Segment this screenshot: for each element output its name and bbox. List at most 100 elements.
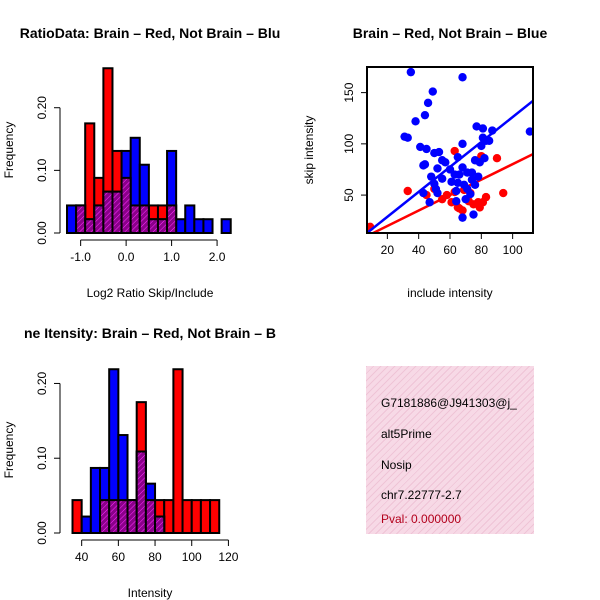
ratio-histogram-x-tick-label: 0.0 — [118, 250, 135, 264]
ratio-histogram-bar-overlap — [93, 204, 105, 234]
intensity-scatter-point-blue — [458, 163, 467, 172]
intensity-scatter-point-red — [492, 153, 502, 163]
intensity-scatter-point-blue — [411, 117, 420, 126]
intensity-scatter-point-blue — [467, 175, 477, 184]
intensity-scatter-point-blue — [472, 122, 481, 131]
ratio-histogram-xlabel: Log2 Ratio Skip/Include — [87, 286, 214, 300]
ratio-histogram-bar-blue — [175, 218, 187, 235]
intensity-scatter-point-blue — [433, 188, 442, 198]
intensity-histogram-y-tick-label: 0.00 — [35, 521, 49, 545]
intensity-scatter-plot-area — [367, 67, 533, 233]
ratio-histogram-bar-red — [84, 122, 96, 234]
gene-name: Nosip — [381, 458, 412, 472]
intensity-scatter-point-blue — [434, 147, 444, 157]
intensity-histogram-y-tick-label: 0.10 — [35, 446, 49, 470]
ratio-histogram-bar-blue — [202, 218, 214, 235]
genomic-location: chr7.22777-2.7 — [381, 488, 462, 502]
intensity-scatter-point-blue — [469, 210, 478, 219]
intensity-scatter-point-blue — [452, 197, 461, 206]
ratio-histogram-x-tick-label: -1.0 — [70, 250, 91, 264]
ratio-histogram-bar-overlap — [129, 204, 141, 234]
intensity-scatter-point-red — [403, 186, 412, 196]
ratio-histogram-x-tick-label: 2.0 — [209, 250, 226, 264]
ratio-histogram-y-tick-label: 0.10 — [35, 158, 49, 182]
ratio-histogram-bar-overlap — [84, 218, 96, 235]
intensity-scatter-point-blue — [455, 170, 464, 179]
intensity-scatter-point-blue — [452, 186, 461, 196]
intensity-histogram-bar-red — [209, 499, 221, 534]
intensity-histogram-bar-overlap — [144, 499, 157, 534]
ratio-histogram-y-tick-label: 0.20 — [35, 96, 49, 120]
ratio-histogram-bar-overlap — [111, 190, 123, 234]
intensity-scatter-point-blue — [467, 168, 477, 177]
event-type: alt5Prime — [381, 427, 432, 441]
intensity-histogram-bar-overlap — [154, 515, 166, 535]
ratio-histogram-bar-blue — [193, 218, 205, 235]
intensity-scatter-point-blue — [433, 164, 442, 173]
intensity-histogram-bar-blue — [80, 515, 92, 535]
ratio-histogram-bar-overlap — [102, 190, 114, 234]
intensity-scatter-y-tick-label: 150 — [342, 82, 356, 102]
intensity-histogram-title: ne Itensity: Brain – Red, Not Brain – B — [24, 325, 276, 341]
intensity-scatter-frame — [366, 66, 534, 234]
intensity-scatter-point-blue — [525, 127, 533, 136]
ratio-histogram-bar-blue — [66, 204, 78, 234]
intensity-histogram-bar-blue — [89, 466, 102, 535]
intensity-scatter-point-blue — [453, 178, 463, 187]
intensity-histogram-xlabel: Intensity — [128, 586, 173, 600]
intensity-scatter-x-tick-label: 40 — [412, 243, 426, 257]
intensity-scatter-point-blue — [403, 133, 412, 142]
ratio-histogram-title: RatioData: Brain – Red, Not Brain – Blu — [20, 25, 281, 41]
ratio-histogram: RatioData: Brain – Red, Not Brain – Blu … — [2, 25, 280, 300]
intensity-histogram-bar-overlap — [99, 499, 111, 534]
info-panel: G7181886@J941303@j_ alt5Prime Nosip chr7… — [366, 366, 534, 534]
intensity-scatter-point-blue — [458, 73, 467, 82]
intensity-histogram-bar-red — [71, 499, 83, 534]
intensity-scatter-point-blue — [458, 213, 467, 222]
intensity-scatter-point-blue — [447, 177, 456, 186]
ratio-histogram-x-tick-label: 1.0 — [163, 250, 180, 264]
intensity-scatter-point-blue — [458, 139, 467, 149]
intensity-histogram-bar-overlap — [135, 450, 147, 534]
ratio-histogram-bar-overlap — [75, 204, 87, 234]
intensity-scatter-point-blue — [419, 161, 428, 170]
ratio-histogram-ylabel: Frequency — [2, 122, 16, 179]
intensity-histogram-x-tick-label: 100 — [182, 550, 202, 564]
intensity-scatter-point-blue — [437, 174, 447, 183]
intensity-scatter-point-blue — [420, 110, 430, 120]
intensity-scatter-point-blue — [423, 98, 433, 108]
intensity-histogram-bar-red — [190, 499, 202, 534]
intensity-scatter-point-blue — [428, 87, 437, 96]
ratio-histogram-bar-overlap — [147, 218, 159, 235]
intensity-scatter-point-red — [458, 206, 467, 215]
intensity-histogram-y-tick-label: 0.20 — [35, 371, 49, 395]
intensity-histogram-bar-overlap — [126, 499, 138, 534]
intensity-scatter-xlabel: include intensity — [407, 286, 492, 300]
intensity-histogram-bar-overlap — [108, 499, 120, 534]
p-value: Pval: 0.000000 — [381, 512, 462, 526]
intensity-histogram-bar-red — [172, 368, 184, 535]
ratio-histogram-bar-overlap — [166, 204, 178, 234]
intensity-scatter-y-tick-label: 50 — [342, 188, 356, 202]
intensity-scatter-point-blue — [406, 67, 416, 77]
intensity-scatter-point-blue — [473, 172, 483, 181]
intensity-histogram-x-tick-label: 80 — [148, 550, 162, 564]
intensity-scatter-regression-red — [370, 152, 533, 233]
intensity-scatter-point-blue — [441, 158, 450, 167]
intensity-histogram-bar-overlap — [117, 499, 129, 534]
intensity-scatter: Brain – Red, Not Brain – Blue include in… — [302, 25, 547, 300]
intensity-scatter-x-tick-label: 80 — [475, 243, 489, 257]
ratio-histogram-bar-overlap — [138, 204, 150, 234]
intensity-histogram-x-tick-label: 60 — [112, 550, 126, 564]
intensity-scatter-point-blue — [480, 153, 489, 163]
intensity-scatter-title: Brain – Red, Not Brain – Blue — [353, 25, 548, 41]
ratio-histogram-y-tick-label: 0.00 — [35, 221, 49, 245]
intensity-histogram-bar-red — [163, 499, 175, 534]
intensity-scatter-regression-blue — [367, 99, 533, 233]
intensity-histogram-bar-red — [199, 499, 212, 534]
intensity-scatter-x-tick-label: 100 — [503, 243, 523, 257]
ratio-histogram-bar-blue — [220, 218, 232, 235]
ratio-histogram-bar-overlap — [120, 176, 132, 234]
intensity-scatter-point-red — [481, 192, 491, 202]
